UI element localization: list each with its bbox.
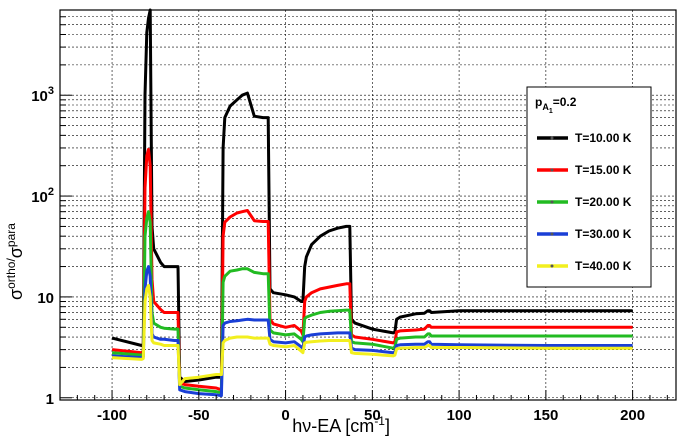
x-tick-labels: -100 -50 0 50 100 150 200 [97,407,645,424]
series-line [111,147,633,392]
x-tick-label: 100 [447,407,472,424]
legend: pA1=0.2 T=10.00 K T=15.00 K T=20.00 K T=30.… [526,86,652,288]
series-line [111,8,633,383]
series-layer [111,8,633,398]
legend-marker [550,264,554,268]
legend-marker [550,136,554,140]
y-tick-label: 103 [31,85,54,105]
series-line [112,283,633,387]
legend-entry-label: T=15.00 K [575,163,632,177]
x-axis-title: hν-EA [cm-1] [292,414,390,436]
legend-entry-label: T=20.00 K [575,195,632,209]
x-tick-label: 0 [281,407,289,424]
legend-entries: T=10.00 K T=15.00 K T=20.00 K T=30.00 K T=40… [537,131,632,273]
x-tick-label: 150 [533,407,558,424]
y-tick-labels: 1 10 102 103 [31,85,54,408]
series-line [111,210,633,395]
axis-ticks [60,9,668,400]
legend-entry-label: T=10.00 K [575,131,632,145]
y-tick-label: 10 [37,290,54,307]
legend-marker [550,232,554,236]
legend-marker [550,168,554,172]
legend-marker [550,200,554,204]
x-tick-label: -50 [188,407,210,424]
y-tick-label: 1 [46,391,54,408]
x-tick-label: 50 [364,407,381,424]
x-tick-label: -100 [97,407,127,424]
y-tick-label: 102 [31,186,54,206]
y-axis-title: σortho/σpara [4,223,26,300]
legend-header: pA1=0.2 [535,95,577,115]
x-tick-label: 200 [620,407,645,424]
plot-frame [59,9,677,401]
legend-entry-label: T=40.00 K [575,259,632,273]
legend-box [526,86,652,288]
legend-entry-label: T=30.00 K [575,227,632,241]
series-line [112,265,633,398]
